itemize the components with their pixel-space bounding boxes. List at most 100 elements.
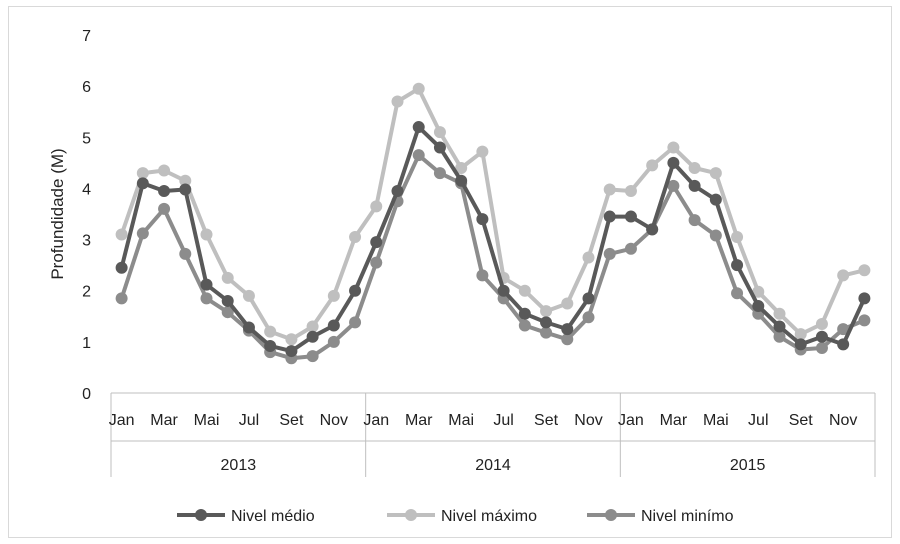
data-point [136,177,149,190]
y-tick-label: 3 [82,233,91,250]
data-point [412,121,425,134]
x-tick-label: Nov [574,412,602,429]
data-point [306,330,319,343]
data-point [306,350,319,363]
x-tick-label: Mai [448,412,474,429]
data-point [136,167,149,180]
legend-marker [605,509,617,521]
x-tick-label: Set [534,412,559,429]
data-point [667,141,680,154]
data-point [242,289,255,302]
data-point [179,247,192,260]
data-point [667,156,680,169]
data-point [667,179,680,192]
data-point [518,319,531,332]
data-point [773,307,786,320]
data-point [603,210,616,223]
data-point [433,141,446,154]
data-point [582,251,595,264]
chart-frame: Profundidade (M) 0 1 2 3 4 5 6 7 Jan Mar Mai Jul Set N… [8,6,892,538]
x-tick-label: Set [279,412,304,429]
data-point [858,314,871,327]
x-tick-label: Mar [405,412,433,429]
data-point [327,335,340,348]
legend-marker [195,509,207,521]
data-point [540,326,553,339]
data-point [752,300,765,313]
legend-label: Nivel minímo [641,508,734,525]
x-tick-label: Jan [618,412,644,429]
y-tick-label: 5 [82,130,91,147]
x-tick-label: Mai [703,412,729,429]
data-point [794,338,807,351]
data-point [264,325,277,338]
x-tick-label: Set [789,412,814,429]
data-point [540,316,553,329]
data-point [285,333,298,346]
year-label: 2014 [475,457,511,474]
data-point [688,179,701,192]
x-tick-label: Mar [150,412,178,429]
legend-label: Nivel médio [231,508,315,525]
data-point [773,330,786,343]
x-tick-label: Jul [748,412,768,429]
data-point [455,161,468,174]
data-point [603,247,616,260]
data-point [412,82,425,95]
data-point [709,193,722,206]
data-point [624,242,637,255]
data-point [200,292,213,305]
data-point [646,223,659,236]
data-point [349,231,362,244]
data-point [476,145,489,158]
data-point [815,317,828,330]
data-point [179,183,192,196]
y-tick-label: 1 [82,335,91,352]
x-tick-label: Mai [194,412,220,429]
line-chart: Profundidade (M) 0 1 2 3 4 5 6 7 Jan Mar Mai Jul Set N… [48,28,876,525]
data-point [603,183,616,196]
data-point [200,228,213,241]
data-point [858,292,871,305]
data-point [327,289,340,302]
legend-label: Nivel máximo [441,508,537,525]
data-point [794,328,807,341]
data-point [561,297,574,310]
data-point [688,214,701,227]
data-point [561,333,574,346]
data-point [624,184,637,197]
data-point [306,320,319,333]
legend-marker [405,509,417,521]
data-point [158,184,171,197]
y-tick-label: 6 [82,79,91,96]
data-point [540,305,553,318]
data-point [349,284,362,297]
data-point [688,161,701,174]
x-tick-label: Jul [239,412,259,429]
data-point [518,284,531,297]
data-point [476,213,489,226]
y-axis-label: Profundidade (M) [48,148,67,279]
data-point [476,269,489,282]
data-point [837,338,850,351]
data-point [221,271,234,284]
data-point [115,261,128,274]
data-point [221,306,234,319]
data-point [179,174,192,187]
data-point [815,341,828,354]
y-tick-label: 7 [82,28,91,45]
data-point [731,287,744,300]
data-point [731,231,744,244]
data-point [242,321,255,334]
y-tick-label: 4 [82,181,91,198]
data-point [731,259,744,272]
data-point [709,229,722,242]
data-point [433,126,446,139]
year-label: 2015 [730,457,766,474]
data-point [327,319,340,332]
data-point [582,292,595,305]
data-point [815,330,828,343]
data-point [370,256,383,269]
data-point [221,294,234,307]
data-point [136,227,149,240]
